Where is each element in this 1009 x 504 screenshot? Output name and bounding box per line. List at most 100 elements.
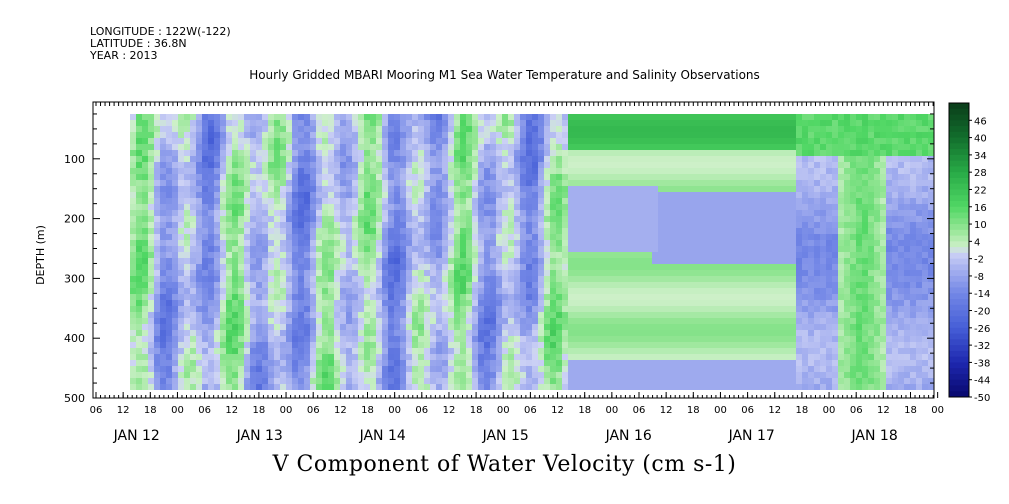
heat-cell bbox=[292, 192, 299, 199]
heat-cell bbox=[610, 300, 617, 307]
heat-cell bbox=[562, 174, 569, 181]
heat-cell bbox=[652, 360, 659, 367]
heat-cell bbox=[772, 294, 779, 301]
heat-cell bbox=[238, 204, 245, 211]
heat-cell bbox=[778, 228, 785, 235]
heat-cell bbox=[658, 252, 665, 259]
heat-cell bbox=[142, 144, 149, 151]
heat-cell bbox=[136, 126, 143, 133]
heat-cell bbox=[250, 348, 257, 355]
heat-cell bbox=[274, 138, 281, 145]
heat-cell bbox=[628, 330, 635, 337]
heat-cell bbox=[628, 294, 635, 301]
heat-cell bbox=[244, 234, 251, 241]
heat-cell bbox=[148, 234, 155, 241]
heat-cell bbox=[574, 216, 581, 223]
heat-cell bbox=[760, 150, 767, 157]
heat-cell bbox=[640, 132, 647, 139]
heat-cell bbox=[760, 276, 767, 283]
heat-cell bbox=[280, 378, 287, 385]
heat-cell bbox=[646, 354, 653, 361]
heat-cell bbox=[646, 384, 653, 390]
heat-cell bbox=[244, 168, 251, 175]
heat-cell bbox=[142, 336, 149, 343]
heat-cell bbox=[640, 180, 647, 187]
heat-cell bbox=[208, 186, 215, 193]
heat-cell bbox=[400, 384, 407, 390]
heat-cell bbox=[256, 168, 263, 175]
heat-cell bbox=[586, 246, 593, 253]
heat-cell bbox=[754, 342, 761, 349]
heat-cell bbox=[304, 378, 311, 385]
heat-cell bbox=[358, 150, 365, 157]
heat-cell bbox=[550, 198, 557, 205]
heat-cell bbox=[712, 342, 719, 349]
heat-cell bbox=[508, 276, 515, 283]
heat-cell bbox=[532, 138, 539, 145]
heat-cell bbox=[526, 330, 533, 337]
heat-cell bbox=[238, 288, 245, 295]
heat-cell bbox=[490, 180, 497, 187]
heat-cell bbox=[172, 378, 179, 385]
heat-cell bbox=[664, 234, 671, 241]
heat-cell bbox=[220, 150, 227, 157]
heat-cell bbox=[334, 294, 341, 301]
heat-cell bbox=[220, 246, 227, 253]
heat-cell bbox=[442, 378, 449, 385]
heat-cell bbox=[592, 348, 599, 355]
heat-cell bbox=[526, 384, 533, 390]
heat-cell bbox=[298, 162, 305, 169]
heat-cell bbox=[226, 198, 233, 205]
heat-cell bbox=[202, 276, 209, 283]
heat-cell bbox=[508, 198, 515, 205]
heat-cell bbox=[178, 312, 185, 319]
heat-cell bbox=[310, 372, 317, 379]
heat-cell bbox=[274, 234, 281, 241]
heat-cell bbox=[466, 282, 473, 289]
heat-cell bbox=[712, 294, 719, 301]
heat-cell bbox=[466, 360, 473, 367]
heat-cell bbox=[256, 294, 263, 301]
heat-cell bbox=[640, 168, 647, 175]
heat-cell bbox=[166, 156, 173, 163]
heat-cell bbox=[514, 378, 521, 385]
heat-cell bbox=[664, 180, 671, 187]
heat-cell bbox=[718, 126, 725, 133]
heat-cell bbox=[772, 384, 779, 390]
heat-cell bbox=[142, 186, 149, 193]
heat-cell bbox=[322, 276, 329, 283]
heat-cell bbox=[190, 162, 197, 169]
heat-cell bbox=[742, 366, 749, 373]
heat-cell bbox=[502, 126, 509, 133]
heat-cell bbox=[670, 138, 677, 145]
heat-cell bbox=[484, 306, 491, 313]
heat-cell bbox=[514, 240, 521, 247]
heat-cell bbox=[376, 306, 383, 313]
heat-cell bbox=[760, 312, 767, 319]
heat-cell bbox=[316, 126, 323, 133]
heat-cell bbox=[634, 114, 641, 121]
heat-cell bbox=[184, 114, 191, 121]
heat-cell bbox=[490, 360, 497, 367]
heat-cell bbox=[196, 360, 203, 367]
heat-cell bbox=[214, 156, 221, 163]
heat-cell bbox=[730, 114, 737, 121]
heat-cell bbox=[718, 354, 725, 361]
heat-cell bbox=[712, 246, 719, 253]
heat-cell bbox=[412, 114, 419, 121]
heat-cell bbox=[646, 198, 653, 205]
heat-cell bbox=[532, 240, 539, 247]
heat-cell bbox=[628, 354, 635, 361]
heat-cell bbox=[538, 312, 545, 319]
heat-cell bbox=[514, 120, 521, 127]
heat-cell bbox=[424, 126, 431, 133]
heat-cell bbox=[664, 258, 671, 265]
heat-cell bbox=[202, 354, 209, 361]
heat-cell bbox=[712, 264, 719, 271]
heat-cell bbox=[556, 312, 563, 319]
heat-cell bbox=[280, 216, 287, 223]
heat-cell bbox=[346, 288, 353, 295]
heat-cell bbox=[694, 330, 701, 337]
heat-cell bbox=[586, 186, 593, 193]
heat-cell bbox=[754, 348, 761, 355]
